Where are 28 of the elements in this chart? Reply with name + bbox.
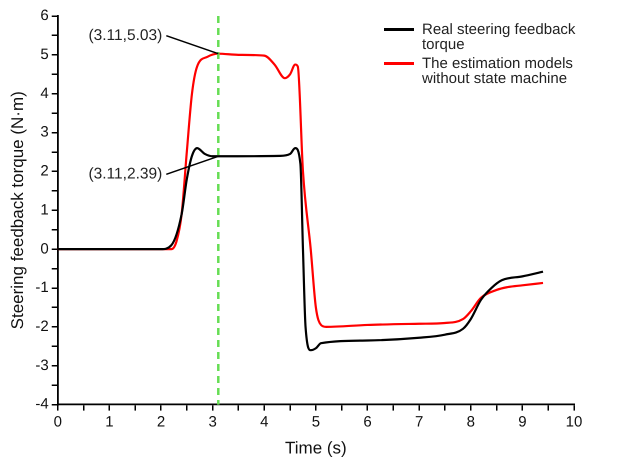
x-tick-label: 4 bbox=[260, 414, 268, 431]
y-tick-label: 6 bbox=[40, 7, 49, 24]
x-tick-label: 8 bbox=[466, 414, 475, 431]
y-tick-label: -2 bbox=[35, 318, 49, 336]
annotation: (3.11,5.03) bbox=[88, 26, 162, 44]
x-tick-label: 1 bbox=[105, 414, 114, 431]
x-axis-title: Time (s) bbox=[285, 438, 347, 458]
y-tick-label: 1 bbox=[40, 201, 49, 218]
y-axis-title: Steering feedback torque (N·m) bbox=[8, 91, 27, 330]
x-tick-label: 10 bbox=[566, 414, 582, 431]
x-tick-label: 2 bbox=[156, 414, 166, 431]
x-tick-label: 7 bbox=[414, 414, 424, 431]
x-tick-label: 6 bbox=[363, 414, 372, 431]
y-tick-label: 2 bbox=[40, 162, 49, 180]
legend-label: Real steering feedback torque bbox=[422, 21, 576, 53]
x-tick-label: 9 bbox=[518, 414, 527, 431]
y-tick-label: -4 bbox=[35, 396, 49, 413]
x-tick-label: 5 bbox=[312, 414, 320, 431]
y-tick-label: 0 bbox=[40, 240, 49, 258]
y-tick-label: -1 bbox=[35, 279, 49, 296]
y-tick-label: -3 bbox=[35, 356, 49, 374]
y-tick-label: 4 bbox=[40, 84, 49, 102]
y-tick-label: 5 bbox=[40, 46, 49, 63]
y-tick-label: 3 bbox=[40, 124, 49, 141]
annotation: (3.11,2.39) bbox=[88, 166, 162, 183]
x-tick-label: 3 bbox=[208, 414, 217, 431]
x-tick-label: 0 bbox=[54, 414, 62, 431]
legend-label: The estimation models without state machine bbox=[422, 55, 574, 87]
